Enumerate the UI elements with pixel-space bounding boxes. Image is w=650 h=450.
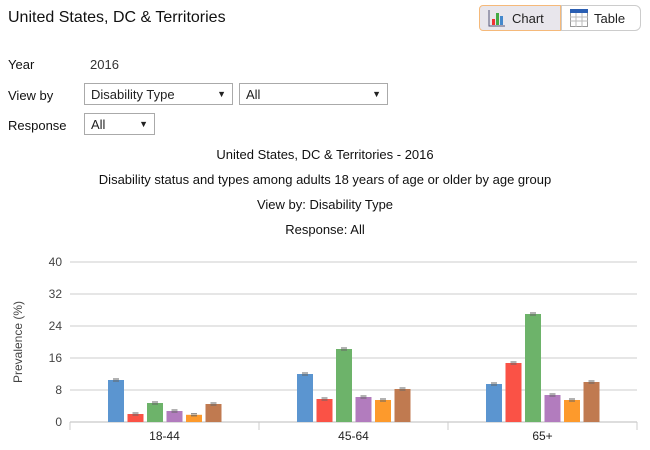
bar — [127, 414, 144, 422]
y-tick-label: 0 — [55, 415, 62, 429]
viewby-sub-value: All — [246, 86, 261, 102]
bar — [297, 374, 313, 422]
bar — [336, 349, 352, 422]
table-view-button[interactable]: Table — [561, 5, 641, 31]
bar — [147, 403, 163, 422]
y-tick-label: 40 — [49, 255, 63, 269]
chart-view-button[interactable]: Chart — [479, 5, 561, 31]
y-tick-label: 32 — [49, 287, 63, 301]
viewby-value: Disability Type — [91, 86, 175, 102]
bar — [186, 414, 202, 422]
table-label: Table — [594, 10, 626, 26]
chart-subtitle: Disability status and types among adults… — [98, 172, 552, 187]
table-icon — [570, 9, 588, 27]
bar — [505, 363, 522, 422]
bar-chart-icon — [488, 10, 505, 27]
y-tick-label: 8 — [55, 383, 62, 397]
x-tick-label: 65+ — [532, 429, 552, 443]
year-value: 2016 — [90, 57, 119, 72]
bar — [564, 400, 580, 422]
page-title: United States, DC & Territories — [8, 9, 226, 26]
y-tick-label: 24 — [49, 319, 63, 333]
bar — [486, 384, 502, 422]
dropdown-arrow-icon: ▼ — [139, 119, 148, 129]
bar — [355, 397, 372, 422]
bar — [544, 395, 561, 422]
dropdown-arrow-icon: ▼ — [217, 89, 226, 99]
response-value: All — [91, 116, 106, 132]
viewby-label: View by — [8, 88, 54, 103]
bar — [375, 400, 391, 422]
bar — [108, 380, 124, 422]
chart-title: United States, DC & Territories - 2016 — [216, 147, 434, 162]
chart-response: Response: All — [285, 222, 365, 237]
year-label: Year — [8, 57, 35, 72]
dropdown-arrow-icon: ▼ — [372, 89, 381, 99]
bar — [205, 404, 222, 422]
response-select[interactable]: All ▼ — [84, 113, 155, 135]
bar — [583, 382, 600, 422]
chart-viewby: View by: Disability Type — [256, 197, 394, 212]
x-tick-label: 45-64 — [338, 429, 369, 443]
y-tick-label: 16 — [49, 351, 63, 365]
viewby-select[interactable]: Disability Type ▼ — [84, 83, 233, 105]
bar — [166, 411, 183, 422]
viewby-sub-select[interactable]: All ▼ — [239, 83, 388, 105]
bar — [525, 314, 541, 422]
response-label: Response — [8, 118, 67, 133]
x-tick-label: 18-44 — [149, 429, 180, 443]
bar — [394, 389, 411, 422]
chart-label: Chart — [512, 10, 544, 26]
bar — [316, 399, 333, 422]
y-axis-title: Prevalence (%) — [11, 301, 25, 383]
